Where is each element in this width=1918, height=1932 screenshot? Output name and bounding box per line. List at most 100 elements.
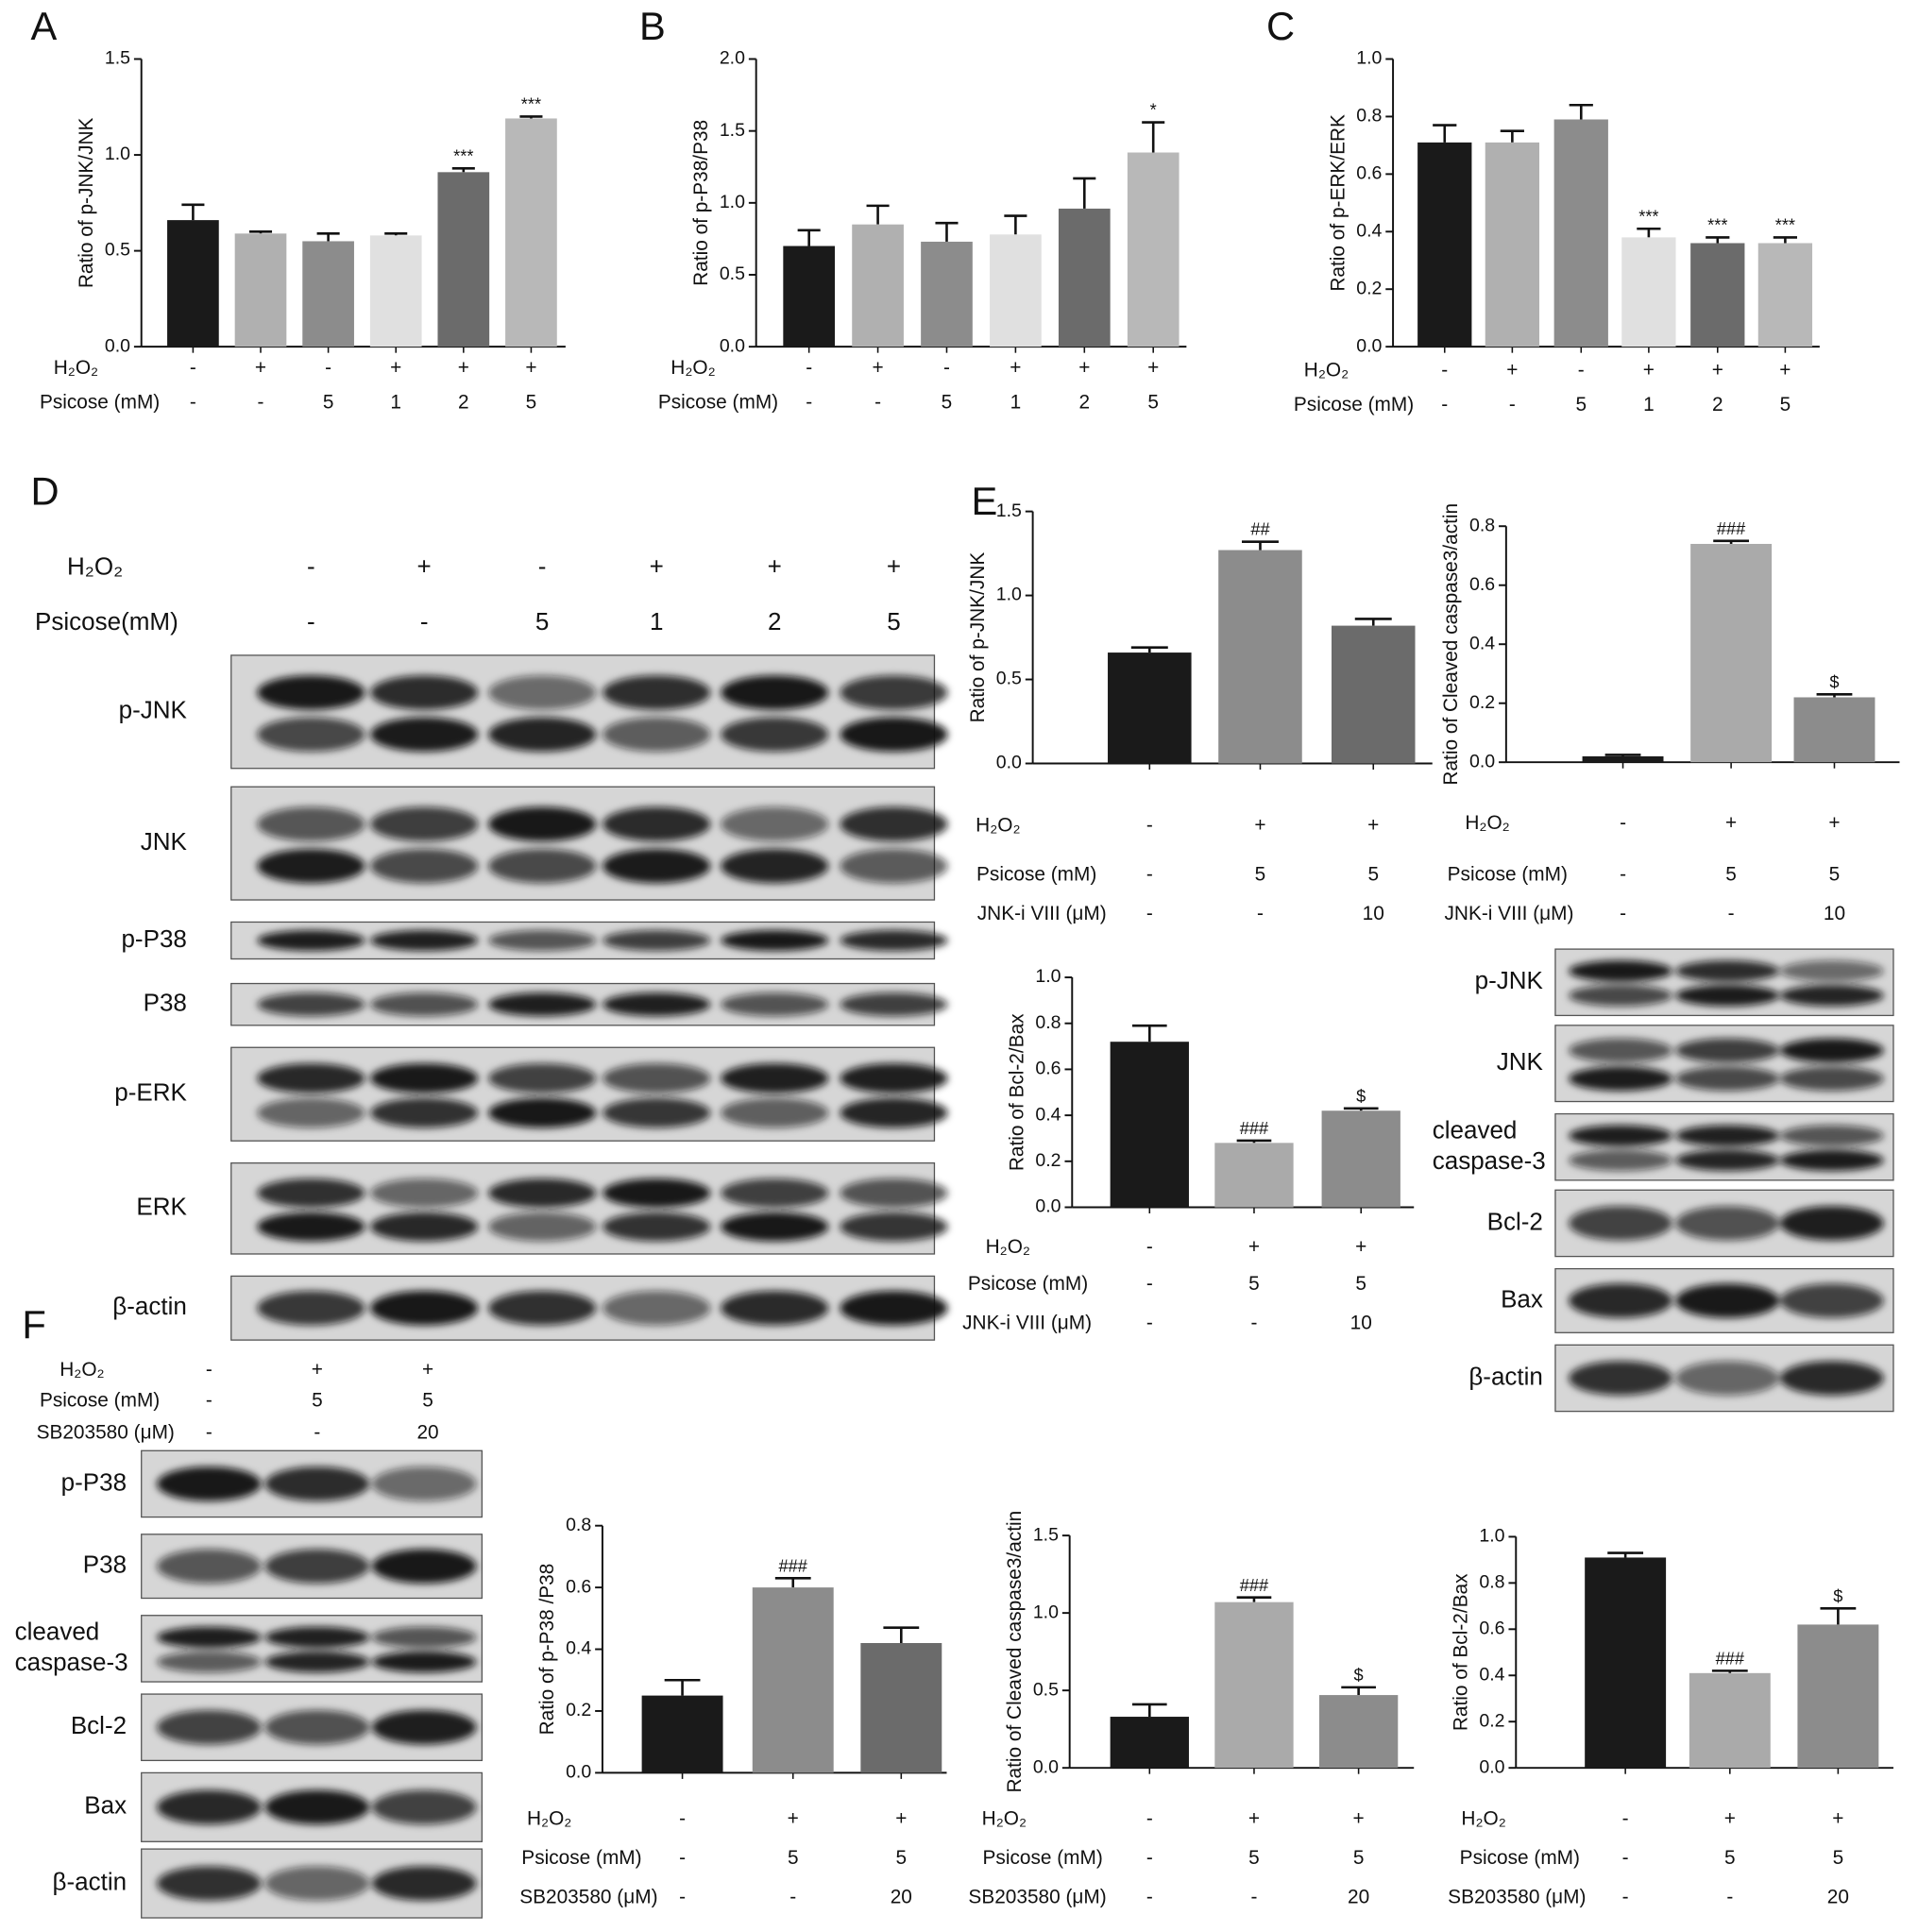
blot-bands (1569, 1038, 1884, 1092)
band (721, 930, 829, 951)
y-tick-label: 1.5 (105, 48, 130, 69)
condition-value: - (314, 1422, 320, 1444)
band (370, 1097, 479, 1128)
condition-value: - (190, 392, 196, 414)
y-axis-label: Ratio of Bcl-2/Bax (1006, 1013, 1027, 1171)
band (264, 1866, 370, 1901)
condition-value: 20 (891, 1887, 912, 1908)
condition-value: 5 (1724, 1847, 1736, 1869)
blot-bands (157, 1466, 477, 1501)
band (1569, 1361, 1672, 1396)
condition-value: - (1146, 1313, 1153, 1334)
y-tick-label: 0.0 (996, 753, 1022, 773)
condition-value: 10 (1363, 903, 1384, 924)
y-tick-label: 0.6 (1035, 1059, 1061, 1079)
bar (852, 224, 904, 347)
band (1779, 1066, 1884, 1092)
condition-value: + (1248, 1807, 1260, 1829)
condition-value: + (788, 1807, 799, 1829)
bar (1690, 543, 1773, 763)
condition-name: H₂O₂ (54, 357, 98, 379)
blot-bands (1569, 1206, 1884, 1241)
band (1569, 985, 1672, 1007)
condition-value: - (420, 607, 429, 636)
condition-value: 5 (896, 1847, 908, 1869)
band (1779, 1149, 1884, 1172)
condition-value: + (1254, 814, 1265, 836)
condition-value: 5 (1147, 392, 1159, 414)
blot-bands (257, 675, 948, 753)
blot-bands (1569, 960, 1884, 1007)
band (257, 930, 365, 951)
condition-name: H₂O₂ (59, 1359, 104, 1381)
condition-value: 5 (1248, 1273, 1260, 1295)
condition-value: 1 (650, 607, 663, 636)
band (603, 930, 711, 951)
condition-value: - (1728, 903, 1735, 924)
bar (1485, 142, 1540, 347)
band (264, 1709, 370, 1745)
y-tick-label: 0.0 (1469, 751, 1495, 771)
blot-label: JNK (141, 827, 188, 856)
condition-value: - (1250, 1887, 1257, 1908)
condition-value: 5 (1829, 863, 1841, 885)
significance: ## (1250, 520, 1270, 539)
condition-name: H₂O₂ (1465, 812, 1509, 834)
y-tick-label: 1.0 (720, 192, 745, 212)
condition-name: JNK-i VIII (μM) (977, 903, 1107, 924)
band (603, 1291, 711, 1326)
y-axis-label: Ratio of p-P38 /P38 (536, 1564, 558, 1736)
band (257, 992, 365, 1017)
condition-value: - (679, 1887, 686, 1908)
significance: ### (1716, 1649, 1745, 1668)
condition-name: JNK-i VIII (μM) (1444, 903, 1573, 924)
bar (1127, 152, 1180, 347)
condition-name: H₂O₂ (1304, 360, 1349, 381)
condition-value: 5 (887, 607, 900, 636)
condition-value: - (1146, 1236, 1153, 1258)
band (1569, 1125, 1672, 1147)
band (257, 1097, 365, 1128)
condition-value: 5 (1367, 863, 1379, 885)
band (603, 1063, 711, 1093)
blot-bands (257, 992, 948, 1017)
condition-value: - (1622, 1847, 1629, 1869)
band (488, 1063, 597, 1093)
blot-bands (1569, 1125, 1884, 1172)
bar (1553, 119, 1608, 347)
band (257, 1178, 365, 1208)
significance: $ (1833, 1586, 1842, 1605)
condition-value: + (525, 357, 536, 379)
y-tick-label: 0.0 (1033, 1756, 1059, 1777)
band (721, 675, 829, 710)
condition-value: - (1620, 903, 1626, 924)
blot-label: P38 (83, 1551, 127, 1579)
significance: *** (521, 95, 541, 114)
y-tick-label: 0.4 (1469, 633, 1495, 653)
band (1779, 1361, 1884, 1396)
band (157, 1549, 262, 1584)
bar (167, 220, 219, 347)
condition-value: - (1146, 1847, 1153, 1869)
condition-value: - (1441, 394, 1448, 415)
band (370, 717, 479, 753)
y-tick-label: 1.0 (996, 585, 1022, 605)
band (371, 1866, 477, 1901)
condition-name: H₂O₂ (67, 551, 123, 580)
condition-value: 5 (1780, 394, 1791, 415)
band (1675, 1283, 1780, 1318)
condition-name: SB203580 (μM) (37, 1422, 175, 1444)
condition-value: + (1078, 357, 1090, 379)
band (603, 1212, 711, 1242)
condition-value: 2 (1078, 392, 1090, 414)
condition-value: 20 (1348, 1887, 1369, 1908)
y-tick-label: 0.2 (1356, 278, 1382, 298)
condition-value: + (1828, 812, 1840, 834)
condition-value: - (1146, 1807, 1153, 1829)
band (488, 806, 597, 841)
significance: *** (1775, 215, 1795, 234)
significance: *** (1707, 215, 1727, 234)
condition-value: - (789, 1887, 796, 1908)
y-axis-label: Ratio of p-JNK/JNK (76, 117, 97, 288)
condition-value: - (1146, 1273, 1153, 1295)
